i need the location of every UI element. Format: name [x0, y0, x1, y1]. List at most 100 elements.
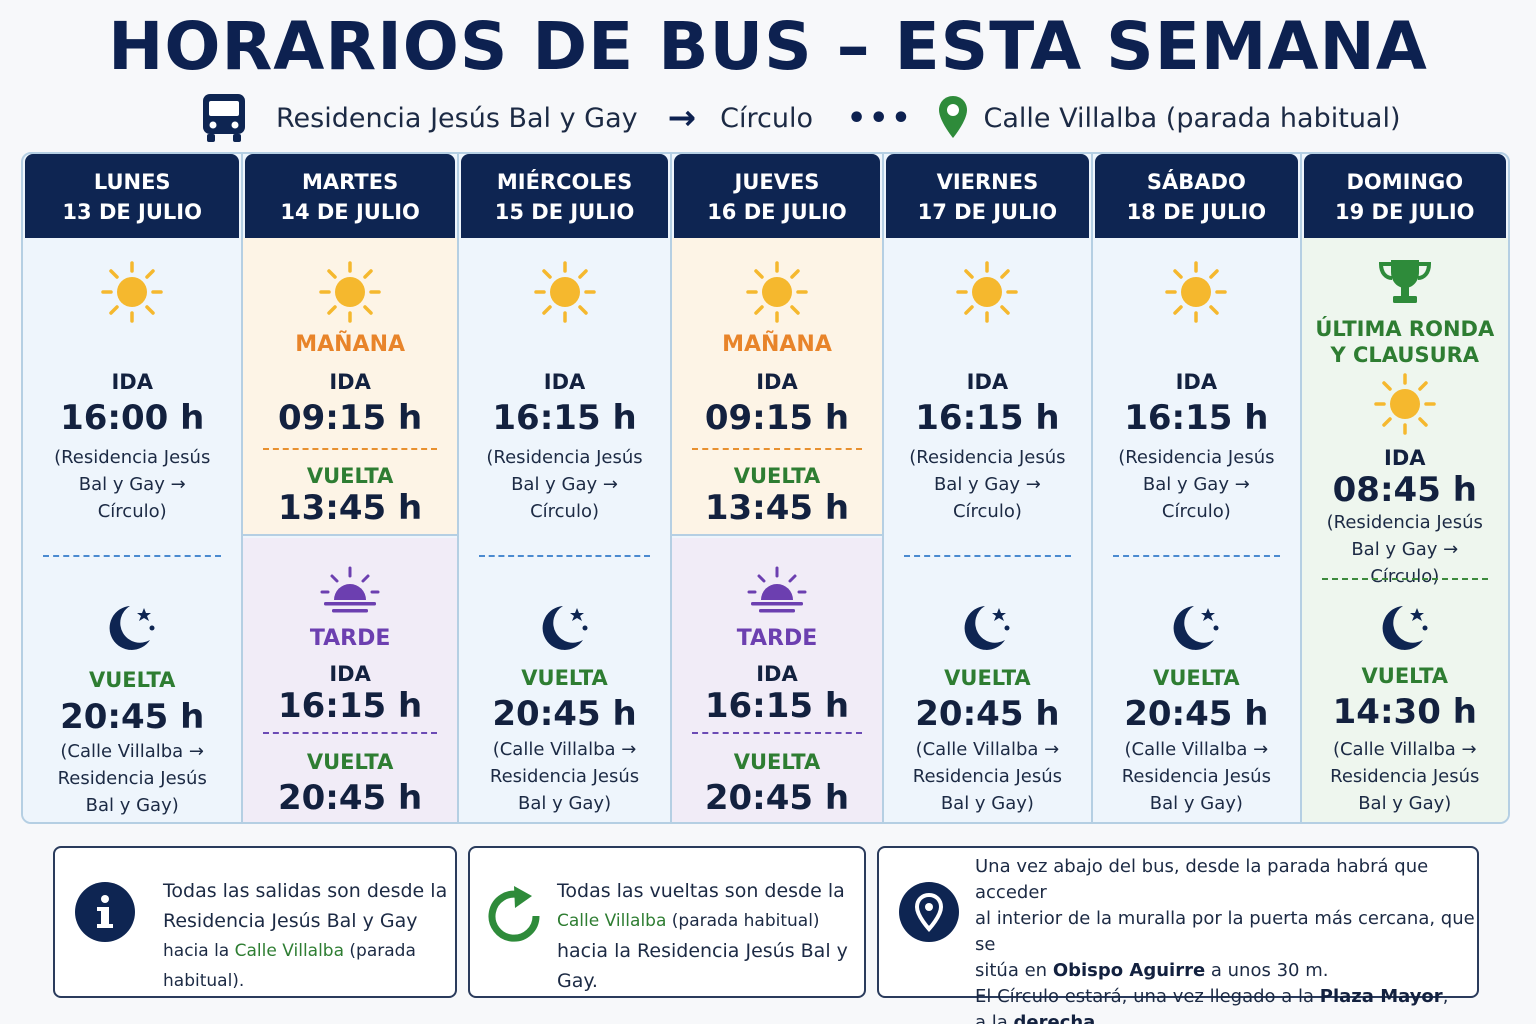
route-origin: Residencia Jesús Bal y Gay	[276, 102, 638, 134]
note-text: (parada habitual).	[163, 941, 416, 991]
highlight-text: Obispo Aguirre	[1052, 960, 1206, 981]
day-name: JUEVES	[734, 170, 820, 194]
day-name: DOMINGO	[1346, 170, 1464, 194]
ida-label: IDA	[329, 370, 371, 394]
note-text: sitúa en	[975, 960, 1053, 981]
divider	[478, 555, 651, 557]
day-header: MIÉRCOLES 15 DE JULIO	[460, 154, 669, 238]
note-text: Todas las vueltas son desde la	[557, 880, 845, 902]
vuelta-route: (Calle Villalba → Residencia Jesús Bal y…	[912, 739, 1063, 814]
morning-label: MAÑANA	[722, 332, 832, 357]
day-header: SÁBADO 18 DE JULIO	[1095, 154, 1298, 238]
moon-icon	[542, 606, 588, 650]
day-column-sabado: SÁBADO 18 DE JULIO IDA 16:15 h (Residenc…	[1093, 154, 1302, 822]
divider	[263, 448, 437, 450]
moon-icon	[1382, 606, 1428, 650]
ida-label: IDA	[111, 370, 153, 394]
sun-icon	[746, 261, 808, 323]
ida-label: IDA	[1384, 446, 1426, 470]
day-date: 15 DE JULIO	[494, 200, 635, 224]
ida-label: IDA	[966, 370, 1009, 394]
sunset-icon	[320, 566, 380, 614]
trophy-icon	[1378, 260, 1431, 303]
day-column-domingo: DOMINGO 19 DE JULIO ÚLTIMA RONDA Y CLAUS…	[1301, 154, 1508, 822]
day-header: DOMINGO 19 DE JULIO	[1303, 154, 1506, 238]
day-header: LUNES 13 DE JULIO	[25, 154, 240, 238]
sun-icon	[319, 261, 381, 323]
ida-time: 16:15 h	[277, 686, 423, 726]
vuelta-label: VUELTA	[88, 668, 176, 692]
divider	[692, 732, 862, 734]
note-departures: Todas las salidas son desde la Residenci…	[53, 846, 457, 998]
ida-time: 08:45 h	[1332, 470, 1477, 510]
note-text: El Círculo estará, una vez llegado a la	[975, 986, 1320, 1007]
divider	[1113, 555, 1280, 557]
ida-label: IDA	[329, 662, 371, 686]
note-text: al interior de la muralla por la puerta …	[975, 908, 1475, 955]
map-pin-icon	[938, 96, 967, 138]
vuelta-route: (Calle Villalba → Residencia Jesús Bal y…	[1330, 739, 1480, 814]
vuelta-time: 20:45 h	[60, 697, 205, 737]
day-date: 16 DE JULIO	[707, 200, 847, 224]
note-text: hacia la	[163, 941, 235, 961]
vuelta-time: 13:45 h	[277, 488, 423, 528]
vuelta-time: 20:45 h	[1124, 694, 1269, 734]
ida-time: 16:15 h	[492, 398, 637, 438]
special-label-line1: ÚLTIMA RONDA	[1315, 317, 1495, 341]
moon-icon	[965, 606, 1010, 650]
note-text: hacia la Residencia Jesús Bal y Gay.	[557, 940, 848, 992]
day-name: MARTES	[302, 170, 399, 194]
highlight-text: derecha	[1013, 1012, 1096, 1024]
note-text: ,	[1442, 986, 1449, 1007]
vuelta-label: VUELTA	[733, 750, 821, 774]
vuelta-time: 20:45 h	[277, 778, 423, 818]
vuelta-label: VUELTA	[521, 666, 608, 690]
day-date: 14 DE JULIO	[280, 200, 420, 224]
location-icon	[899, 882, 959, 942]
day-column-martes: MARTES 14 DE JULIO MAÑANA IDA 09:15 h VU…	[243, 154, 459, 822]
day-name: SÁBADO	[1146, 170, 1246, 194]
afternoon-section: TARDE IDA 16:15 h VUELTA 20:45 h	[672, 538, 882, 822]
info-icon	[75, 882, 135, 942]
refresh-icon	[488, 886, 540, 942]
vuelta-label: VUELTA	[306, 464, 394, 488]
note-text: a la	[975, 1012, 1014, 1024]
divider	[692, 448, 862, 450]
divider	[1321, 578, 1488, 580]
vuelta-time: 20:45 h	[492, 694, 637, 734]
morning-section: MAÑANA IDA 09:15 h VUELTA 13:45 h	[672, 238, 882, 536]
day-column-viernes: VIERNES 17 DE JULIO IDA 16:15 h (Residen…	[883, 154, 1094, 822]
note-text: .	[1095, 1012, 1102, 1024]
highlight-text: Calle Villalba	[234, 941, 345, 961]
route-summary: Residencia Jesús Bal y Gay → Círculo •••…	[200, 88, 1401, 148]
divider	[263, 732, 437, 734]
highlight-text: Calle Villalba	[557, 911, 667, 931]
divider	[43, 555, 222, 557]
day-date: 19 DE JULIO	[1335, 200, 1475, 224]
vuelta-label: VUELTA	[1361, 664, 1449, 688]
day-name: LUNES	[93, 170, 171, 194]
vuelta-label: VUELTA	[306, 750, 394, 774]
ida-time: 09:15 h	[704, 398, 850, 438]
ida-route: (Residencia Jesús Bal y Gay → Círculo)	[1118, 447, 1275, 522]
ida-route: (Residencia Jesús Bal y Gay → Círculo)	[54, 447, 211, 522]
day-date: 13 DE JULIO	[62, 200, 202, 224]
day-date: 18 DE JULIO	[1126, 200, 1267, 224]
ida-label: IDA	[756, 662, 798, 686]
day-column-lunes: LUNES 13 DE JULIO IDA 16:00 h (Residenci…	[23, 154, 244, 822]
vuelta-route: (Calle Villalba → Residencia Jesús Bal y…	[57, 741, 207, 816]
note-returns: Todas las vueltas son desde la Calle Vil…	[468, 846, 866, 998]
note-text: Residencia Jesús Bal y Gay	[163, 910, 418, 932]
vuelta-label: VUELTA	[1153, 666, 1240, 690]
sun-icon	[533, 261, 596, 323]
ida-time: 16:15 h	[704, 686, 850, 726]
ida-route: (Residencia Jesús Bal y Gay → Círculo)	[1326, 512, 1483, 587]
note-text: (parada habitual)	[666, 911, 820, 931]
ida-time: 16:00 h	[60, 398, 205, 438]
morning-section: MAÑANA IDA 09:15 h VUELTA 13:45 h	[243, 238, 457, 536]
day-header: MARTES 14 DE JULIO	[245, 154, 455, 238]
note-text: Una vez abajo del bus, desde la parada h…	[975, 856, 1429, 903]
vuelta-label: VUELTA	[733, 464, 821, 488]
ida-time: 16:15 h	[915, 398, 1060, 438]
day-column-miercoles: MIÉRCOLES 15 DE JULIO IDA 16:15 h (Resid…	[458, 154, 673, 822]
